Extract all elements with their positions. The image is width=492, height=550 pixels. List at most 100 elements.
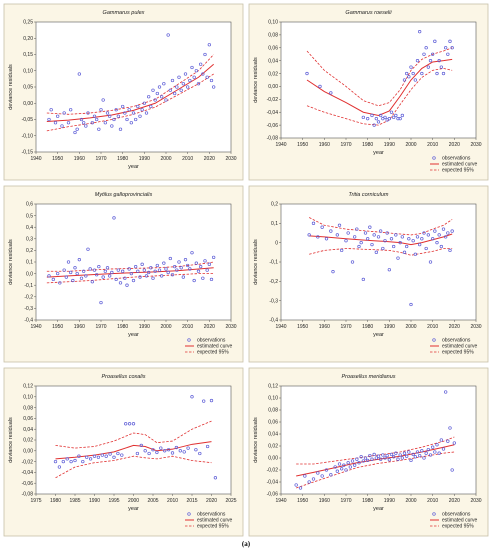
observation-point: [181, 275, 185, 279]
legend-estimated-label: estimated curve: [442, 162, 478, 168]
observation-point: [389, 110, 394, 114]
x-tick-label: 1970: [340, 324, 351, 330]
x-tick-label: 1990: [89, 498, 100, 504]
x-tick-label: 1970: [340, 498, 351, 504]
observation-point: [329, 473, 333, 477]
observation-point: [199, 264, 203, 269]
x-tick-label: 1990: [139, 324, 150, 330]
observation-point: [170, 78, 175, 83]
legend-observations-marker: [432, 156, 436, 160]
observation-point: [316, 235, 320, 239]
legend-observations-label: observations: [197, 338, 226, 344]
x-tick-label: 1960: [319, 324, 330, 330]
y-tick-label: -0,3: [24, 306, 33, 312]
x-tick-label: 2000: [405, 142, 416, 148]
observation-point: [170, 273, 175, 277]
observation-point: [329, 229, 333, 233]
y-tick-label: 0,08: [268, 408, 278, 414]
observation-point: [114, 108, 118, 112]
observation-point: [448, 39, 452, 43]
observation-point: [138, 114, 142, 118]
observation-point: [99, 108, 103, 112]
observation-point: [448, 426, 452, 430]
observation-point: [428, 260, 433, 264]
observation-point: [298, 486, 303, 490]
observation-point: [144, 111, 149, 115]
observation-point: [357, 461, 361, 465]
observation-point: [394, 451, 398, 455]
observation-point: [81, 459, 85, 464]
plot-area: [35, 385, 232, 495]
y-tick-label: 0,02: [268, 444, 278, 450]
observation-point: [110, 270, 114, 275]
observation-point: [88, 457, 93, 461]
observation-point: [405, 454, 409, 458]
observation-point: [366, 117, 370, 121]
observation-point: [92, 114, 97, 118]
observation-point: [149, 266, 153, 270]
observation-point: [372, 233, 376, 237]
observation-point: [394, 233, 398, 237]
observation-point: [422, 52, 426, 56]
observation-point: [346, 231, 350, 235]
observation-point: [361, 459, 365, 463]
observation-point: [441, 447, 446, 451]
estimated-curve-line: [296, 444, 455, 477]
y-tick-label: -0,06: [267, 123, 279, 129]
observation-point: [95, 117, 99, 122]
chart-title: Gammarus pulex: [103, 10, 145, 16]
observation-point: [353, 235, 357, 239]
observation-point: [53, 121, 58, 125]
observation-point: [420, 237, 424, 241]
observation-point: [56, 271, 60, 276]
observation-point: [418, 242, 422, 247]
observation-point: [381, 246, 385, 251]
y-axis-label: deviance residuals: [8, 417, 14, 463]
observation-point: [452, 441, 456, 445]
observation-point: [60, 124, 64, 128]
y-tick-label: -0,02: [267, 97, 279, 103]
y-tick-label: 0,04: [23, 427, 33, 433]
x-tick-label: 2020: [449, 498, 460, 504]
observation-point: [331, 270, 335, 274]
observation-point: [127, 108, 131, 112]
observation-point: [376, 235, 381, 239]
observation-point: [127, 267, 131, 271]
x-tick-label: 1980: [50, 498, 61, 504]
observation-point: [173, 91, 177, 96]
y-tick-label: -0,02: [267, 468, 279, 474]
observation-point: [168, 88, 172, 92]
legend-expected-label: expected 95%: [197, 350, 229, 356]
observation-point: [99, 300, 103, 305]
chart-panel-2: Gammarus roeselii -0,08 -0,06 -0,04 -0,02 0,0…: [248, 3, 489, 181]
observation-point: [355, 457, 359, 461]
observation-point: [337, 223, 342, 227]
observation-point: [381, 453, 385, 457]
x-tick-label: 1940: [275, 324, 286, 330]
observation-point: [448, 248, 452, 253]
observation-point: [186, 85, 190, 89]
x-axis-label: year: [373, 506, 384, 512]
observation-point: [84, 124, 88, 128]
x-tick-label: 2000: [128, 498, 139, 504]
observation-point: [415, 59, 420, 63]
observation-point: [170, 451, 175, 455]
observation-point: [131, 422, 136, 426]
observation-point: [376, 120, 381, 124]
observation-point: [147, 270, 151, 275]
observation-point: [149, 104, 153, 109]
observation-point: [209, 277, 214, 282]
observation-point: [368, 225, 372, 229]
x-tick-label: 1995: [108, 498, 119, 504]
x-tick-label: 1980: [362, 324, 373, 330]
observation-point: [90, 121, 94, 125]
x-tick-label: 1985: [69, 498, 80, 504]
y-tick-label: 0,1: [26, 260, 33, 266]
observation-point: [205, 444, 210, 449]
observation-point: [179, 266, 183, 270]
observation-point: [153, 269, 157, 273]
band-upper-line: [46, 54, 214, 115]
